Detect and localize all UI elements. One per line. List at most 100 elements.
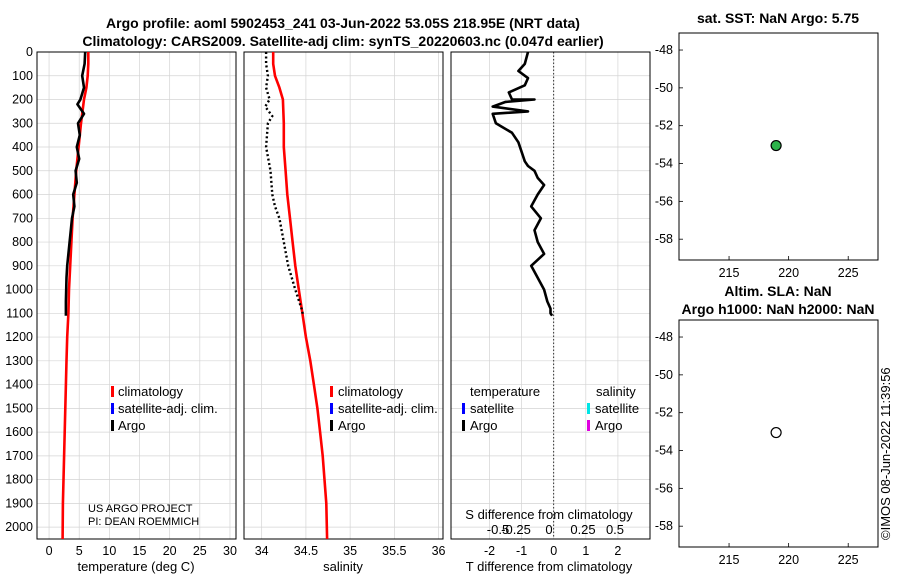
y-tick-3--56: -56 (655, 194, 673, 208)
x-tick-3-220: 220 (778, 266, 799, 280)
depth-tick-1000: 1000 (5, 283, 33, 297)
y-tick-3--54: -54 (655, 157, 673, 171)
altim-title-line-2: Argo h1000: NaN h2000: NaN (682, 301, 875, 317)
x-tick-2--1: -1 (516, 544, 527, 558)
legend-argo-label: Argo (118, 418, 145, 433)
legend-satellite-label: satellite-adj. clim. (338, 401, 438, 416)
depth-tick-500: 500 (12, 164, 33, 178)
series-temperature-climatology (61, 52, 90, 540)
depth-tick-200: 200 (12, 93, 33, 107)
x-tick-0-20: 20 (163, 544, 177, 558)
y-tick-3--48: -48 (655, 43, 673, 57)
gridlines (36, 49, 849, 547)
series-difference-argo (491, 51, 554, 317)
legend-climatology-swatch (330, 386, 333, 397)
legend-temperature-heading: temperature (470, 384, 540, 399)
x-tick-0-25: 25 (193, 544, 207, 558)
x-tick-2-2: 2 (614, 544, 621, 558)
legend-s-satellite-swatch (587, 403, 590, 414)
difference-panel (450, 51, 651, 540)
x-tick-3-225: 225 (838, 266, 859, 280)
x-tick-0-30: 30 (223, 544, 237, 558)
y-tick-4--56: -56 (655, 481, 673, 495)
salinity-xlabel: salinity (323, 559, 363, 574)
legend-t-satellite-label: satellite (470, 401, 514, 416)
series-salinity-climatology (271, 52, 329, 540)
depth-tick-2000: 2000 (5, 520, 33, 534)
x-tick-1-36: 36 (432, 544, 446, 558)
depth-tick-1200: 1200 (5, 330, 33, 344)
legend-climatology-swatch (111, 386, 114, 397)
x-tick-0-15: 15 (133, 544, 147, 558)
depth-tick-1100: 1100 (6, 306, 33, 320)
depth-tick-600: 600 (12, 188, 33, 202)
imos-timestamp: ©IMOS 08-Jun-2022 11:39:56 (878, 367, 893, 540)
salinity-legend: climatology satellite-adj. clim. Argo (330, 384, 438, 433)
temperature-xlabel: temperature (deg C) (77, 559, 194, 574)
x-tick-0-10: 10 (102, 544, 116, 558)
x-tick-2-0: 0 (550, 544, 557, 558)
legend-argo-swatch (111, 420, 114, 431)
panel-frame-1 (243, 51, 444, 540)
x-tick-4-225: 225 (838, 553, 859, 567)
x-tick-4-215: 215 (719, 553, 740, 567)
depth-tick-400: 400 (12, 140, 33, 154)
top-tick-0.5: 0.5 (606, 522, 624, 537)
legend-satellite-swatch (111, 403, 114, 414)
depth-tick-900: 900 (12, 259, 33, 273)
difference-xlabel: T difference from climatology (466, 559, 633, 574)
y-tick-3--50: -50 (655, 81, 673, 95)
legend-climatology-label: climatology (338, 384, 404, 399)
depth-tick-300: 300 (12, 116, 33, 130)
legend-t-argo-swatch (462, 420, 465, 431)
salinity-panel (243, 51, 444, 540)
legend-argo-label: Argo (338, 418, 365, 433)
temperature-panel (36, 51, 237, 540)
point-sat_sst-0 (770, 139, 782, 152)
x-tick-1-34: 34 (255, 544, 269, 558)
x-tick-0-0: 0 (46, 544, 53, 558)
legend-s-argo-swatch (587, 420, 590, 431)
x-tick-1-35.5: 35.5 (382, 544, 406, 558)
depth-tick-100: 100 (12, 69, 33, 83)
y-tick-4--58: -58 (655, 519, 673, 533)
y-tick-4--50: -50 (655, 368, 673, 382)
legend-climatology-label: climatology (118, 384, 184, 399)
x-tick-3-215: 215 (719, 266, 740, 280)
depth-tick-0: 0 (26, 45, 33, 59)
difference-top-label: S difference from climatology (465, 507, 633, 522)
legend-t-satellite-swatch (462, 403, 465, 414)
profile-lines (61, 51, 782, 540)
pi-credit: PI: DEAN ROEMMICH (88, 516, 199, 528)
top-tick-0: 0 (545, 522, 552, 537)
temperature-legend: climatology satellite-adj. clim. Argo (111, 384, 218, 433)
y-tick-4--48: -48 (655, 330, 673, 344)
x-tick-1-35: 35 (343, 544, 357, 558)
project-credit: US ARGO PROJECT (88, 503, 193, 515)
y-tick-3--52: -52 (655, 119, 673, 133)
depth-tick-700: 700 (12, 211, 33, 225)
depth-tick-1400: 1400 (5, 378, 33, 392)
top-tick--0.25: -0.25 (501, 522, 531, 537)
series-salinity-argo (264, 52, 305, 316)
x-tick-4-220: 220 (778, 553, 799, 567)
depth-tick-800: 800 (12, 235, 33, 249)
legend-salinity-heading: salinity (596, 384, 636, 399)
series-temperature-argo (64, 51, 87, 316)
depth-tick-1500: 1500 (5, 401, 33, 415)
top-tick-0.25: 0.25 (570, 522, 595, 537)
difference-legend: temperature salinity satellite Argo sate… (462, 384, 639, 433)
depth-tick-1900: 1900 (5, 496, 33, 510)
depth-tick-1800: 1800 (5, 473, 33, 487)
panel-frame-2 (450, 51, 651, 540)
legend-s-argo-label: Argo (595, 418, 622, 433)
panel-frame-0 (36, 51, 237, 540)
y-tick-4--54: -54 (655, 444, 673, 458)
depth-tick-1600: 1600 (5, 425, 33, 439)
title-line-1: Argo profile: aoml 5902453_241 03-Jun-20… (106, 15, 580, 31)
legend-satellite-label: satellite-adj. clim. (118, 401, 218, 416)
top-tick--0.5: -0.5 (487, 522, 509, 537)
depth-tick-1700: 1700 (5, 449, 33, 463)
legend-argo-swatch (330, 420, 333, 431)
